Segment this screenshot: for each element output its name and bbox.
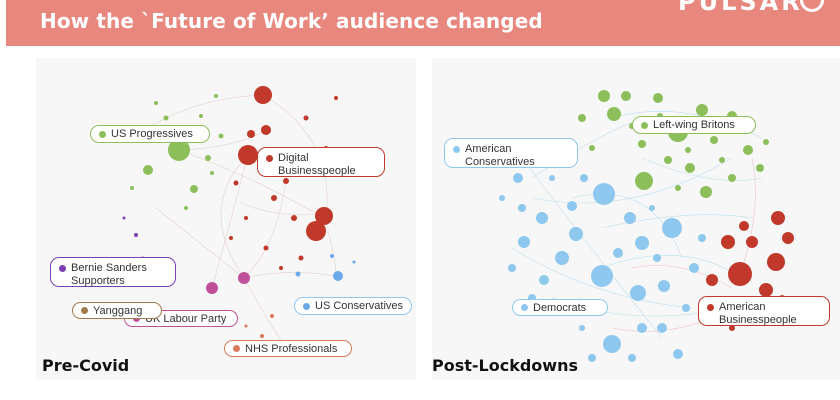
tag-label: US Progressives: [111, 128, 193, 140]
nodes-green: [130, 94, 224, 210]
nhs-professionals-dot-icon: [233, 345, 240, 352]
pulsar-logo: PULSAR: [678, 0, 803, 16]
logo-mark-icon: [800, 0, 824, 12]
pre-covid-network-graph: [122, 86, 356, 350]
tag-nhs-professionals: NHS Professionals: [224, 340, 352, 357]
tag-bernie-sanders-supporters: Bernie Sanders Supporters: [50, 257, 176, 287]
pre-covid-network-panel: US Progressives Digital Businesspeople B…: [36, 58, 416, 380]
tag-label: US Conservatives: [315, 300, 404, 312]
tag-yanggang: Yanggang: [72, 302, 162, 319]
pre-covid-label: Pre-Covid: [42, 356, 130, 375]
post-lockdowns-network-panel: American Conservatives Left-wing Britons…: [432, 58, 840, 380]
tag-digital-businesspeople: Digital Businesspeople: [257, 147, 385, 177]
tag-american-businesspeople: American Businesspeople: [698, 296, 830, 326]
tag-label: American Businesspeople: [719, 301, 797, 326]
network-edges: [511, 111, 763, 339]
tag-us-conservatives: US Conservatives: [294, 297, 412, 315]
page-title: How the `Future of Work’ audience change…: [40, 9, 543, 33]
tag-label: Left-wing Britons: [653, 119, 735, 131]
american-businesspeople-dot-icon: [707, 304, 714, 311]
tag-democrats: Democrats: [512, 299, 608, 316]
nodes-red: [229, 86, 338, 270]
tag-label: Democrats: [533, 301, 587, 314]
tag-label: American Conservatives: [465, 143, 535, 168]
nodes-red: [698, 211, 794, 331]
tag-label: Digital Businesspeople: [278, 152, 356, 177]
american-conservatives-dot-icon: [453, 146, 460, 153]
tag-label: NHS Professionals: [245, 342, 338, 355]
digital-businesspeople-dot-icon: [266, 155, 273, 162]
nodes-blue: [295, 254, 356, 281]
nodes-purple: [122, 216, 145, 260]
nodes-blue: [499, 151, 706, 362]
tag-american-conservatives: American Conservatives: [444, 138, 578, 168]
nodes-pink: [204, 272, 250, 315]
post-lockdowns-network-graph: [499, 90, 794, 362]
us-progressives-dot-icon: [99, 130, 106, 138]
bernie-sanders-dot-icon: [59, 265, 66, 272]
nodes-green: [578, 90, 769, 198]
tag-label: Yanggang: [93, 304, 143, 317]
yanggang-dot-icon: [81, 307, 88, 314]
us-conservatives-dot-icon: [303, 302, 310, 310]
tag-label: Bernie Sanders Supporters: [71, 262, 147, 287]
tag-us-progressives: US Progressives: [90, 125, 210, 143]
header-banner: How the `Future of Work’ audience change…: [6, 0, 840, 46]
tag-left-wing-britons: Left-wing Britons: [632, 116, 756, 134]
post-lockdowns-label: Post-Lockdowns: [432, 356, 578, 375]
left-wing-britons-dot-icon: [641, 121, 648, 129]
democrats-dot-icon: [521, 304, 528, 311]
tag-label: UK Labour Party: [145, 312, 227, 325]
